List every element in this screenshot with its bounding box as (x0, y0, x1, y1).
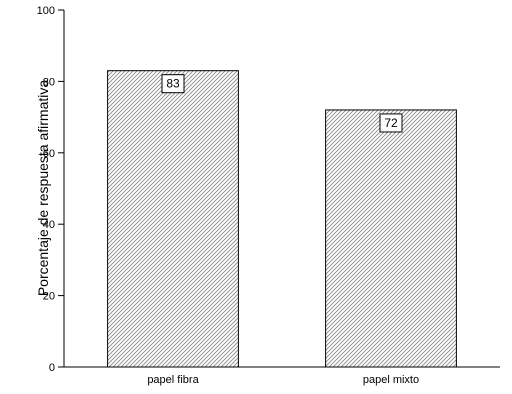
data-label-box (379, 113, 403, 133)
x-tick-labels: papel fibra papel mixto (147, 374, 419, 386)
bar (107, 70, 239, 368)
y-tick-label: 40 (43, 219, 55, 231)
y-tick-label: 60 (43, 148, 55, 160)
y-axis-label: Porcentaje de respuesta afirmativa (35, 80, 51, 297)
bar (325, 109, 457, 368)
y-tick-label: 0 (49, 362, 55, 374)
data-label: 72 (384, 116, 398, 130)
y-tick-label: 100 (37, 5, 55, 17)
x-tick-label: papel mixto (363, 374, 419, 386)
y-tick-label: 20 (43, 291, 55, 303)
y-tick-label: 80 (43, 76, 55, 88)
x-tick-label: papel fibra (147, 374, 199, 386)
y-ticks: 0 20 40 60 80 100 (37, 5, 64, 374)
bars-layer: 83 72 (107, 70, 457, 368)
data-label-box (161, 74, 185, 94)
data-label: 83 (166, 77, 180, 91)
